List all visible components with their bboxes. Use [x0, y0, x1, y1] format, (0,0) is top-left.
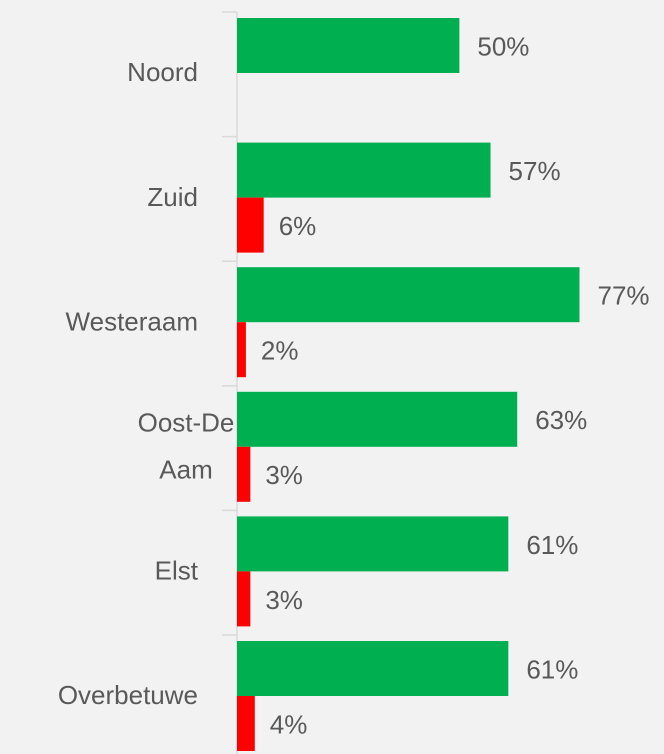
y-tick-label: Oost-De Aam: [138, 407, 235, 484]
y-tick-label: Westeraam: [66, 306, 198, 336]
y-tick-label: Overbetuwe: [58, 680, 198, 710]
data-label: 57%: [509, 156, 561, 186]
data-label: 3%: [265, 585, 303, 615]
y-tick-label: Zuid: [147, 182, 198, 212]
bar: [237, 446, 251, 502]
bar: [237, 197, 264, 253]
data-label: 2%: [261, 336, 299, 366]
data-label: 4%: [270, 709, 308, 739]
bar: [237, 391, 518, 447]
bar: [237, 641, 509, 696]
y-tick-label: Elst: [155, 556, 199, 586]
data-label: 61%: [526, 530, 578, 560]
data-label: 6%: [279, 211, 317, 241]
data-label: 50%: [477, 31, 529, 61]
y-tick-label: Noord: [127, 57, 198, 87]
data-label: 77%: [597, 281, 649, 311]
data-label: 61%: [526, 654, 578, 684]
bar: [237, 267, 580, 323]
bar: [237, 142, 491, 198]
data-label: 3%: [265, 460, 303, 490]
bar: [237, 571, 251, 627]
data-label: 63%: [535, 405, 587, 435]
bar: [237, 696, 255, 751]
bar: [237, 516, 509, 572]
bar: [237, 18, 460, 73]
bar: [237, 322, 246, 378]
